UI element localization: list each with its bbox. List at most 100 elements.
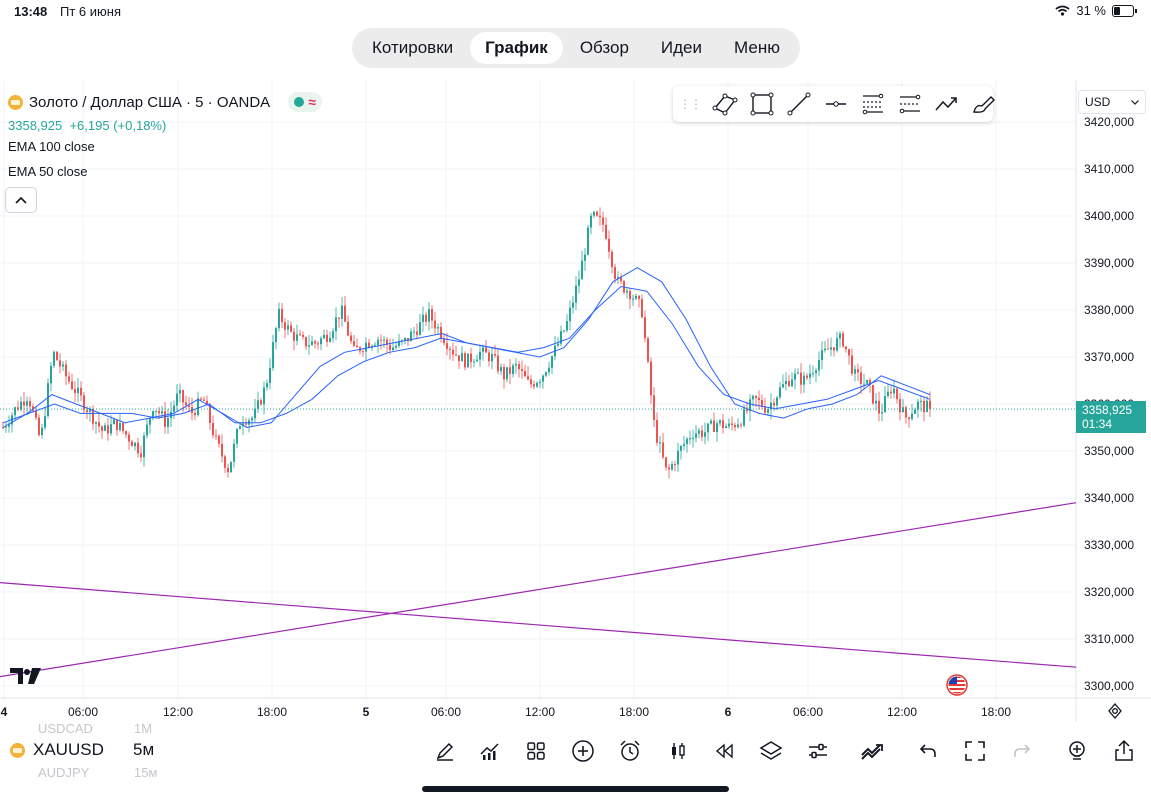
tradingview-logo-icon[interactable] — [10, 666, 42, 686]
top-nav: Котировки График Обзор Идеи Меню — [352, 28, 800, 68]
candle-body — [824, 348, 826, 351]
timeframe-selector[interactable]: 5м — [133, 740, 155, 759]
candle-body — [476, 359, 478, 362]
candle-body — [716, 423, 718, 432]
add-icon[interactable] — [570, 738, 596, 764]
candle-body — [440, 327, 442, 339]
candle-body — [107, 425, 109, 434]
share-icon[interactable] — [1111, 738, 1137, 764]
fullscreen-icon[interactable] — [962, 738, 988, 764]
candle-body — [866, 379, 868, 384]
horizontal-ray-icon[interactable] — [823, 91, 849, 117]
candle-body — [857, 369, 859, 373]
channel-icon[interactable] — [897, 91, 923, 117]
candle-body — [437, 327, 439, 329]
candle-body — [125, 431, 127, 435]
indicator-ema100[interactable]: EMA 100 close — [8, 139, 95, 154]
pattern-tool-icon[interactable] — [712, 91, 738, 117]
time-tick-label: 18:00 — [256, 705, 288, 719]
candle-body — [134, 442, 136, 447]
currency-select[interactable]: USD — [1078, 90, 1146, 114]
symbol-title[interactable]: Золото / Доллар США · 5 · OANDA — [29, 93, 271, 111]
candle-body — [911, 413, 913, 420]
indicators-icon[interactable] — [477, 738, 503, 764]
status-date: Пт 6 июня — [60, 4, 121, 19]
rectangle-tool-icon[interactable] — [749, 91, 775, 117]
tab-ideas[interactable]: Идеи — [660, 38, 703, 57]
trend-line-icon[interactable] — [786, 91, 812, 117]
candle-body — [110, 424, 112, 434]
candles-icon[interactable] — [665, 738, 691, 764]
candle-body — [653, 395, 655, 420]
us-flag-icon[interactable] — [946, 674, 968, 696]
candle-body — [683, 444, 685, 446]
candle-body — [767, 409, 769, 413]
idea-icon[interactable] — [1064, 738, 1090, 764]
trading-icon[interactable] — [860, 738, 886, 764]
candle-body — [155, 410, 157, 412]
candle-body — [680, 445, 682, 451]
candle-body — [641, 299, 643, 318]
redo-icon[interactable] — [1009, 738, 1035, 764]
candle-body — [47, 383, 49, 417]
candle-body — [563, 330, 565, 332]
indicator-ema50[interactable]: EMA 50 close — [8, 164, 88, 179]
market-status-pill[interactable]: ≈ — [288, 92, 322, 112]
undo-icon[interactable] — [915, 738, 941, 764]
candle-body — [806, 375, 808, 378]
tab-quotes[interactable]: Котировки — [372, 38, 454, 57]
candle-body — [743, 408, 745, 426]
axis-settings-icon[interactable] — [1107, 703, 1123, 719]
candle-body — [5, 426, 7, 428]
pen-icon[interactable] — [432, 738, 458, 764]
replay-icon[interactable] — [711, 738, 737, 764]
candle-body — [377, 339, 379, 346]
candle-body — [227, 467, 229, 473]
candle-body — [608, 238, 610, 252]
tab-menu[interactable]: Меню — [734, 38, 780, 57]
collapse-legend-button[interactable] — [5, 187, 37, 213]
candle-body — [551, 356, 553, 368]
price-tick-label: 3350,000 — [1084, 444, 1135, 458]
candle-body — [569, 307, 571, 322]
candle-body — [251, 418, 253, 421]
time-tick-label: 06:00 — [430, 705, 462, 719]
layers-icon[interactable] — [758, 738, 784, 764]
brush-icon[interactable] — [971, 91, 997, 117]
tab-overview[interactable]: Обзор — [579, 38, 629, 57]
candle-body — [689, 438, 691, 440]
tab-chart[interactable]: График — [470, 32, 563, 64]
home-indicator[interactable] — [422, 786, 729, 792]
candle-body — [515, 363, 517, 366]
candle-body — [230, 461, 232, 473]
candle-body — [506, 367, 508, 380]
drag-handle-icon[interactable]: ⋮⋮ — [679, 97, 702, 111]
candle-body — [614, 267, 616, 279]
candle-body — [611, 251, 613, 268]
trend-line-1 — [0, 502, 1077, 678]
settings-sliders-icon[interactable] — [805, 738, 831, 764]
candle-body — [80, 387, 82, 396]
fib-retracement-icon[interactable] — [860, 91, 886, 117]
candle-body — [512, 365, 514, 374]
candle-body — [305, 336, 307, 347]
candle-body — [392, 347, 394, 351]
alert-icon[interactable] — [617, 738, 643, 764]
time-tick-label: 6 — [724, 705, 732, 719]
candle-body — [809, 373, 811, 378]
candle-body — [86, 410, 88, 412]
candle-body — [218, 435, 220, 444]
symbol-selector[interactable]: XAUUSD — [10, 740, 104, 760]
candle-body — [785, 380, 787, 385]
candle-body — [62, 364, 64, 367]
candle-body — [704, 432, 706, 437]
candle-body — [443, 338, 445, 344]
candle-body — [752, 395, 754, 400]
path-icon[interactable] — [934, 91, 960, 117]
layouts-icon[interactable] — [523, 738, 549, 764]
chart-legend: Золото / Доллар США · 5 · OANDA ≈ — [8, 92, 322, 112]
ghost-timeframe-next: 15м — [134, 765, 158, 780]
candle-body — [605, 224, 607, 239]
candle-body — [284, 322, 286, 330]
